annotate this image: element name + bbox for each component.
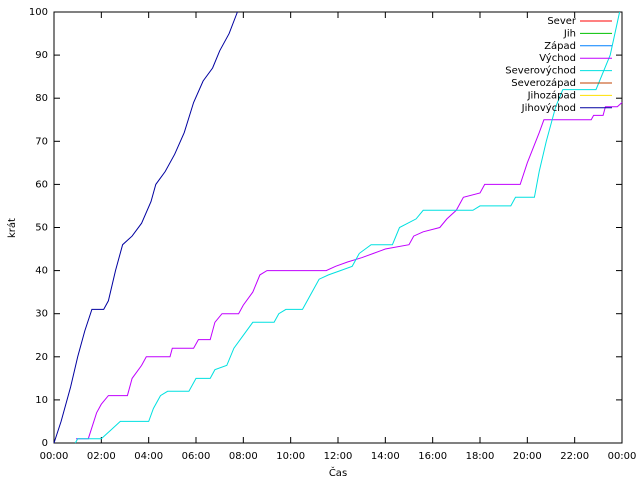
series-line bbox=[76, 102, 623, 440]
legend-label: Západ bbox=[544, 40, 576, 52]
legend-label: Jihovýchod bbox=[521, 102, 576, 114]
series-line bbox=[74, 11, 621, 444]
x-tick-label: 22:00 bbox=[560, 451, 589, 462]
series-line bbox=[53, 11, 238, 444]
y-tick-label: 80 bbox=[35, 93, 48, 104]
y-tick-label: 50 bbox=[35, 223, 48, 234]
y-tick-label: 60 bbox=[35, 179, 48, 190]
legend-label: Jih bbox=[563, 28, 576, 39]
x-tick-label: 00:00 bbox=[40, 451, 69, 462]
y-tick-label: 100 bbox=[29, 7, 48, 18]
x-tick-label: 10:00 bbox=[276, 451, 305, 462]
x-tick-label: 00:00 bbox=[608, 451, 637, 462]
y-tick-label: 10 bbox=[35, 395, 48, 406]
legend-label: Sever bbox=[547, 16, 577, 27]
y-tick-label: 20 bbox=[35, 352, 48, 363]
y-tick-label: 40 bbox=[35, 266, 48, 277]
y-tick-label: 30 bbox=[35, 309, 48, 320]
x-tick-label: 08:00 bbox=[229, 451, 258, 462]
x-tick-label: 18:00 bbox=[466, 451, 495, 462]
x-tick-label: 04:00 bbox=[134, 451, 163, 462]
y-tick-label: 70 bbox=[35, 136, 48, 147]
legend-label: Východ bbox=[539, 52, 576, 64]
x-tick-label: 06:00 bbox=[182, 451, 211, 462]
y-tick-label: 0 bbox=[42, 438, 48, 449]
x-tick-label: 02:00 bbox=[87, 451, 116, 462]
x-tick-label: 20:00 bbox=[513, 451, 542, 462]
legend-label: Severovýchod bbox=[505, 65, 576, 77]
x-axis-label: Čas bbox=[329, 466, 347, 479]
x-tick-label: 12:00 bbox=[324, 451, 353, 462]
x-tick-label: 16:00 bbox=[418, 451, 447, 462]
y-axis-label: krát bbox=[6, 218, 18, 238]
y-tick-label: 90 bbox=[35, 50, 48, 61]
legend-label: Severozápad bbox=[511, 77, 576, 89]
x-tick-label: 14:00 bbox=[371, 451, 400, 462]
legend-label: Jihozápad bbox=[527, 89, 576, 101]
plot-frame bbox=[53, 11, 623, 444]
